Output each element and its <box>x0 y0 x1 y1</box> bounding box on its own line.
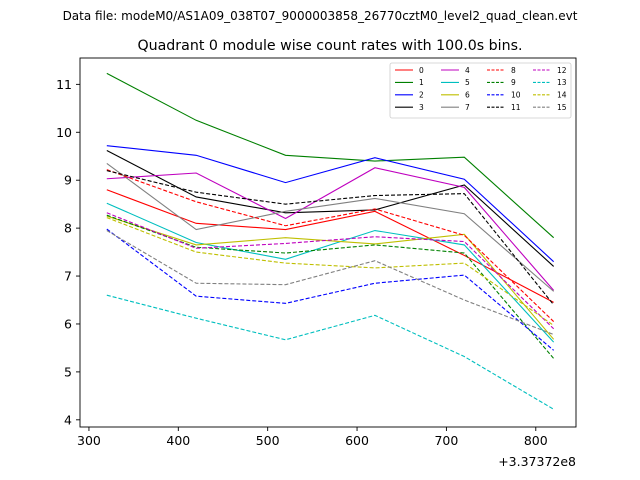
series-line-0 <box>106 189 554 303</box>
series-line-10 <box>106 228 555 351</box>
legend-box <box>389 62 572 119</box>
legend-label-4: 4 <box>465 66 470 75</box>
x-offset-label: +3.37372e8 <box>498 454 576 469</box>
series-line-15 <box>106 230 554 336</box>
legend-label-8: 8 <box>511 66 516 75</box>
chart-title: Quadrant 0 module wise count rates with … <box>137 38 522 54</box>
legend-label-14: 14 <box>557 91 567 100</box>
y-tick-label: 11 <box>56 77 72 92</box>
legend-label-13: 13 <box>557 78 567 87</box>
series-line-14 <box>106 217 554 326</box>
y-tick-label: 9 <box>64 173 72 188</box>
x-tick-label: 800 <box>524 433 548 448</box>
series-line-2 <box>106 145 555 263</box>
series-layer <box>106 72 555 410</box>
legend-label-10: 10 <box>511 91 521 100</box>
x-tick-label: 300 <box>77 433 101 448</box>
legend-label-0: 0 <box>419 66 424 75</box>
x-tick-label: 400 <box>166 433 190 448</box>
x-tick-label: 700 <box>434 433 458 448</box>
y-tick-label: 10 <box>56 125 72 140</box>
series-line-6 <box>106 215 555 340</box>
legend-label-5: 5 <box>465 78 470 87</box>
x-tick-label: 500 <box>256 433 280 448</box>
series-line-7 <box>106 162 555 292</box>
plot-frame <box>79 57 577 428</box>
x-tick-label: 600 <box>345 433 369 448</box>
series-line-5 <box>106 202 555 343</box>
series-line-11 <box>106 170 555 306</box>
legend-label-2: 2 <box>419 91 424 100</box>
y-tick-label: 7 <box>64 269 72 284</box>
legend-label-1: 1 <box>419 78 424 87</box>
figure-suptitle: Data file: modeM0/AS1A09_038T07_90000038… <box>63 9 578 23</box>
y-tick-label: 8 <box>64 221 72 236</box>
legend-label-6: 6 <box>465 91 470 100</box>
legend-label-9: 9 <box>511 78 516 87</box>
series-line-8 <box>106 169 555 322</box>
series-line-13 <box>106 294 554 410</box>
legend-label-11: 11 <box>511 103 521 112</box>
series-line-4 <box>106 167 555 291</box>
y-tick-label: 6 <box>64 316 72 331</box>
y-tick-label: 4 <box>64 412 72 427</box>
y-tick-label: 5 <box>64 364 72 379</box>
series-line-1 <box>106 72 555 239</box>
legend-label-15: 15 <box>557 103 567 112</box>
legend-label-7: 7 <box>465 103 470 112</box>
series-line-3 <box>106 150 555 267</box>
series-line-12 <box>106 212 555 330</box>
legend-label-3: 3 <box>419 103 424 112</box>
legend-label-12: 12 <box>557 66 567 75</box>
